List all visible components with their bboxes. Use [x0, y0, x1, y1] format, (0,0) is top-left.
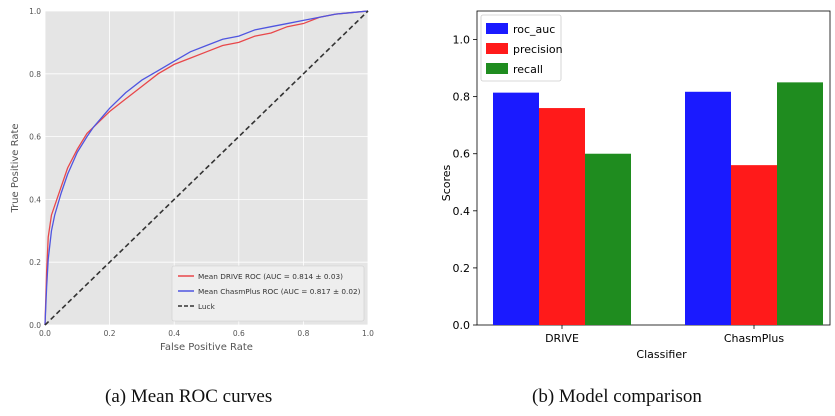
- roc-series-line-0: [44, 10, 369, 326]
- bar-roc_auc-DRIVE: [493, 92, 539, 325]
- roc-y-axis-label: True Positive Rate: [10, 123, 21, 213]
- bar-legend-swatch: [486, 43, 508, 54]
- bar-legend-label: precision: [513, 43, 563, 56]
- bar-recall-ChasmPlus: [777, 82, 823, 325]
- bar-y-tick-label: 0.2: [453, 262, 471, 275]
- roc-x-axis-label: False Positive Rate: [160, 342, 253, 353]
- roc-x-tick-label: 0.0: [39, 329, 51, 338]
- roc-x-tick-label: 0.4: [168, 329, 180, 338]
- bar-y-tick-label: 0.0: [453, 319, 471, 332]
- roc-y-tick-label: 0.6: [29, 133, 41, 142]
- roc-legend-label: Mean ChasmPlus ROC (AUC = 0.817 ± 0.02): [198, 287, 361, 296]
- roc-x-tick-label: 0.6: [233, 329, 245, 338]
- roc-legend-label: Luck: [198, 302, 216, 311]
- roc-x-tick-label: 1.0: [362, 329, 374, 338]
- roc-y-tick-label: 0.2: [29, 258, 41, 267]
- roc-legend: [171, 265, 365, 322]
- bar-legend-label: recall: [513, 63, 543, 76]
- caption-b: (b) Model comparison: [532, 386, 702, 407]
- bar-precision-ChasmPlus: [731, 165, 777, 325]
- roc-series-line-2: [44, 10, 369, 326]
- roc-y-tick-label: 1.0: [29, 7, 41, 16]
- bar-legend-label: roc_auc: [513, 23, 555, 36]
- bar-x-axis-label: Classifier: [636, 348, 687, 361]
- bar-y-tick-label: 0.8: [453, 91, 471, 104]
- bar-x-tick-label: DRIVE: [545, 332, 579, 345]
- bar-y-tick-label: 0.6: [453, 148, 471, 161]
- bar-recall-DRIVE: [585, 153, 631, 325]
- bar-y-axis-label: Scores: [440, 164, 453, 201]
- bar-legend-swatch: [486, 23, 508, 34]
- bar-precision-DRIVE: [539, 108, 585, 326]
- bar-y-tick-label: 1.0: [453, 34, 471, 47]
- bar-roc_auc-ChasmPlus: [685, 91, 731, 326]
- roc-x-tick-label: 0.2: [104, 329, 116, 338]
- roc-series-line-1: [44, 10, 369, 326]
- caption-a: (a) Mean ROC curves: [105, 386, 273, 407]
- roc-y-tick-label: 0.8: [29, 70, 41, 79]
- roc-legend-label: Mean DRIVE ROC (AUC = 0.814 ± 0.03): [198, 272, 343, 281]
- roc-y-tick-label: 0.0: [29, 321, 41, 330]
- bar-y-tick-label: 0.4: [453, 205, 471, 218]
- roc-x-tick-label: 0.8: [297, 329, 309, 338]
- roc-y-tick-label: 0.4: [29, 195, 41, 204]
- bar-legend-swatch: [486, 63, 508, 74]
- model-comparison-chart: 0.0 0.2 0.4 0.6 0.8 1.0 DRIVE ChasmPlus Classifi…: [440, 10, 831, 361]
- roc-chart: 0.00.0 0.2 0.2 0.4 0.4 0.6 0.6 0.8 0.8 1.0 1.0 Fals…: [10, 7, 374, 353]
- bar-x-tick-label: ChasmPlus: [724, 332, 785, 345]
